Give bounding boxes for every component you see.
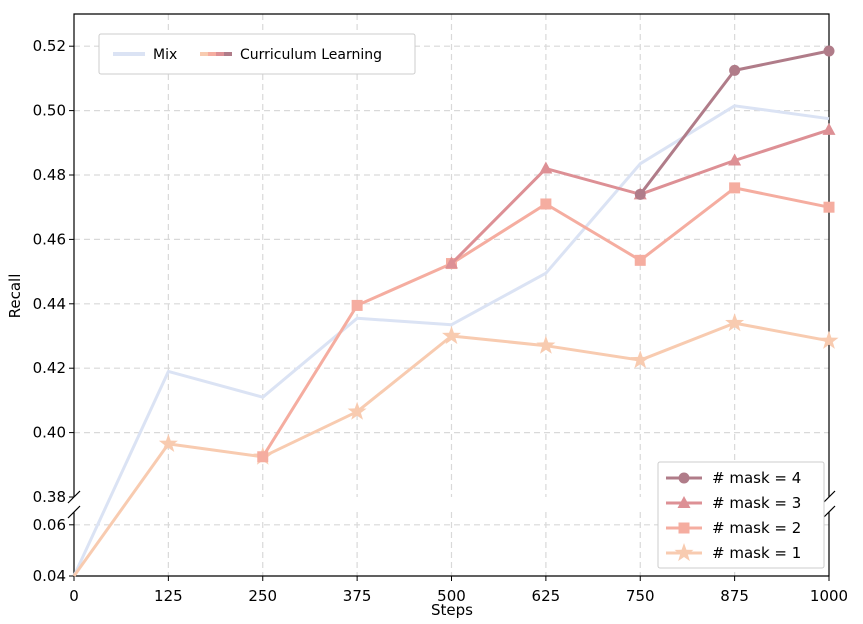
circle-marker [678, 472, 690, 484]
legend-mask-label: # mask = 2 [712, 519, 801, 537]
x-tick-label: 375 [343, 587, 372, 605]
y-tick-label: 0.46 [33, 230, 66, 248]
x-tick-label: 875 [720, 587, 749, 605]
x-axis-label: Steps [431, 601, 473, 619]
lower-axes-frame [73, 512, 830, 577]
star-marker [347, 401, 367, 420]
triangle-marker [728, 153, 742, 166]
legend-mask-box [657, 461, 825, 569]
legend-mix-label: Mix [153, 47, 177, 63]
y-tick-label: 0.44 [33, 295, 66, 313]
legend-mask-label: # mask = 4 [712, 469, 801, 487]
star-marker [819, 330, 839, 349]
x-tick-label: 500 [437, 587, 466, 605]
y-tick-label: 0.52 [33, 37, 66, 55]
axis-break-mark [67, 505, 81, 519]
tick-labels: 0 125 250 375 500 625 750 875 1000 0.38 0.40 0.42 0.… [33, 37, 849, 605]
square-marker [678, 522, 690, 534]
axes [67, 13, 836, 581]
x-tick-label: 0 [69, 587, 79, 605]
series-line [72, 104, 830, 577]
y-tick-label: 0.06 [33, 516, 66, 534]
y-tick-label: 0.50 [33, 102, 66, 120]
star-marker [158, 433, 178, 452]
x-tick-label: 250 [248, 587, 277, 605]
star-marker [725, 313, 745, 332]
square-marker [540, 198, 552, 210]
square-marker [351, 299, 363, 311]
triangle-marker [445, 256, 458, 269]
x-tick-label: 750 [626, 587, 655, 605]
triangle-marker [677, 496, 691, 508]
legend-style-box [98, 33, 416, 75]
y-tick-label: 0.38 [33, 488, 66, 506]
y-tick-label: 0.04 [33, 567, 66, 585]
square-marker [729, 182, 741, 194]
y-axis-label: Recall [6, 274, 24, 319]
square-marker [634, 254, 646, 266]
y-tick-label: 0.42 [33, 359, 66, 377]
legend-mask-label: # mask = 3 [712, 494, 801, 512]
x-tick-label: 1000 [810, 587, 848, 605]
upper-axes-frame [73, 13, 830, 497]
square-marker [257, 451, 269, 463]
axis-break-mark [822, 490, 836, 504]
x-tick-label: 625 [532, 587, 561, 605]
star-marker [442, 326, 461, 345]
axis-break-mark [67, 490, 81, 504]
legend-mask-label: # mask = 1 [712, 544, 801, 562]
y-tick-label: 0.48 [33, 166, 66, 184]
circle-marker [634, 188, 646, 200]
series-lines [72, 45, 839, 577]
x-tick-label: 125 [154, 587, 183, 605]
triangle-marker [539, 161, 553, 174]
legend-style: Mix Curriculum Learning [98, 33, 416, 75]
y-tick-label: 0.40 [33, 424, 66, 442]
star-marker [630, 350, 650, 369]
star-marker [536, 335, 556, 354]
legend-curriculum-label: Curriculum Learning [240, 47, 382, 63]
axis-break-mark [822, 505, 836, 519]
circle-marker [729, 64, 741, 76]
legend-mask: # mask = 4 # mask = 3 # mask = 2 # mask = 1 [657, 461, 825, 569]
star-marker [674, 543, 694, 562]
square-marker [823, 201, 835, 213]
triangle-marker [822, 122, 836, 135]
circle-marker [823, 45, 835, 57]
